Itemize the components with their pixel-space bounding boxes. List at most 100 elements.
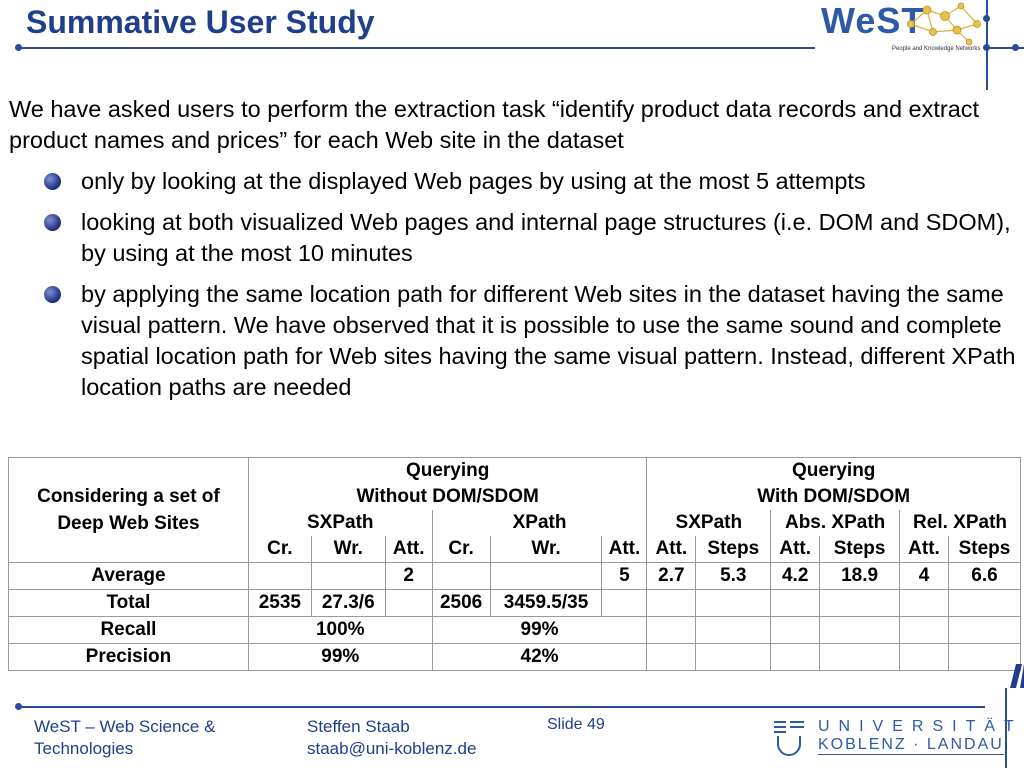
frame-horizontal-top (986, 47, 1024, 49)
frame-vertical-bottom (1005, 688, 1007, 768)
footer-author-name: Steffen Staab (307, 717, 410, 736)
table-cell (695, 643, 772, 671)
table-cell (310, 562, 386, 590)
footer-organization: WeST – Web Science & Technologies (34, 716, 215, 760)
university-emblem-icon (774, 721, 804, 756)
table-cell (770, 616, 821, 644)
table-cell: 100% (247, 616, 433, 644)
table-cell (819, 643, 901, 671)
table-cell: 42% (431, 643, 648, 671)
table-cell: 5 (601, 562, 648, 590)
subgroup-sxpath: SXPath (247, 510, 433, 536)
group-header-with: Querying (646, 457, 1021, 484)
table-cell (819, 589, 901, 617)
bullet-text: only by looking at the displayed Web pag… (81, 168, 866, 194)
footer-org-line2: Technologies (34, 739, 134, 758)
logo-text: WeST (821, 0, 925, 41)
group-header-without: Querying (247, 457, 648, 484)
group-subheader-without: Without DOM/SDOM (247, 484, 648, 510)
table-cell (819, 616, 901, 644)
table-cell: 99% (431, 616, 648, 644)
column-header: Wr. (310, 536, 386, 563)
group-subheader-with: With DOM/SDOM (646, 484, 1021, 510)
footer-author: Steffen Staab staab@uni-koblenz.de (307, 716, 476, 760)
table-cell: 4.2 (770, 562, 821, 590)
logo-subtitle: People and Knowledge Networks (892, 46, 981, 52)
column-header: Steps (947, 536, 1022, 563)
bullet-icon (44, 173, 61, 190)
column-header: Att. (646, 536, 697, 563)
column-header: Steps (695, 536, 772, 563)
table-cell (899, 616, 949, 644)
university-logo: UNIVERSITÄT KOBLENZ · LANDAU (770, 716, 1014, 758)
bullet-item: only by looking at the displayed Web pag… (44, 166, 1024, 197)
table-cell (646, 616, 697, 644)
results-table: Considering a set of Deep Web Sites Quer… (8, 457, 1022, 671)
row-label: Recall (8, 616, 249, 644)
table-cell: 2 (384, 562, 433, 590)
table-cell (646, 589, 697, 617)
table-cell (489, 562, 603, 590)
footer-org-line1: WeST – Web Science & (34, 717, 216, 736)
table-cell (601, 589, 648, 617)
column-header: Att. (899, 536, 949, 563)
table-cell: 6.6 (947, 562, 1022, 590)
subgroup-sxpath-dom: SXPath (646, 510, 772, 536)
table-cell: 2506 (431, 589, 491, 617)
table-cell: 3459.5/35 (489, 589, 603, 617)
table-cell (947, 616, 1022, 644)
title-underline (20, 47, 815, 49)
bullet-list: only by looking at the displayed Web pag… (44, 166, 1024, 413)
column-header: Att. (770, 536, 821, 563)
table-corner-header: Considering a set of Deep Web Sites (8, 457, 249, 563)
table-row-total: Total 2535 27.3/6 2506 3459.5/35 (8, 589, 1022, 617)
table-cell (899, 589, 949, 617)
column-header: Att. (384, 536, 433, 563)
column-header: Wr. (489, 536, 603, 563)
corner-stripes-icon (1010, 664, 1024, 688)
table-cell (431, 562, 491, 590)
table-row-average: Average 2 5 2.7 5.3 4.2 18.9 4 6.6 (8, 562, 1022, 590)
bullet-icon (44, 286, 61, 303)
bullet-text: looking at both visualized Web pages and… (81, 209, 1011, 266)
table-cell (384, 589, 433, 617)
bullet-item: looking at both visualized Web pages and… (44, 207, 1024, 269)
slide-title: Summative User Study (26, 4, 375, 40)
university-location: KOBLENZ · LANDAU (818, 736, 1004, 755)
table-cell (899, 643, 949, 671)
table-cell: 2.7 (646, 562, 697, 590)
column-header: Att. (601, 536, 648, 563)
bullet-text: by applying the same location path for d… (81, 281, 1016, 400)
subgroup-abs-xpath: Abs. XPath (770, 510, 901, 536)
title-line-dot (15, 44, 22, 51)
column-header: Cr. (431, 536, 491, 563)
table-cell (770, 589, 821, 617)
table-cell: 27.3/6 (310, 589, 386, 617)
table-row-precision: Precision 99% 42% (8, 643, 1022, 671)
footer-email: staab@uni-koblenz.de (307, 739, 477, 758)
row-label: Average (8, 562, 249, 590)
table-row-recall: Recall 100% 99% (8, 616, 1022, 644)
footer-rule (20, 706, 985, 708)
table-cell: 2535 (247, 589, 312, 617)
table-cell: 5.3 (695, 562, 772, 590)
footer-rule-dot (15, 703, 22, 710)
network-icon (907, 2, 981, 46)
table-cell (646, 643, 697, 671)
table-cell (695, 616, 772, 644)
west-logo: WeST People and Knowledge Networks (815, 0, 985, 56)
column-header: Steps (819, 536, 901, 563)
row-label: Total (8, 589, 249, 617)
subgroup-rel-xpath: Rel. XPath (899, 510, 1021, 536)
table-cell (695, 589, 772, 617)
slide-number: Slide 49 (547, 716, 605, 733)
frame-dot (983, 15, 990, 22)
row-label: Precision (8, 643, 249, 671)
column-header: Cr. (247, 536, 312, 563)
university-name: UNIVERSITÄT (818, 718, 1023, 735)
table-cell (947, 643, 1022, 671)
bullet-item: by applying the same location path for d… (44, 279, 1024, 403)
intro-paragraph: We have asked users to perform the extra… (9, 96, 980, 153)
table-cell (770, 643, 821, 671)
bullet-icon (44, 214, 61, 231)
